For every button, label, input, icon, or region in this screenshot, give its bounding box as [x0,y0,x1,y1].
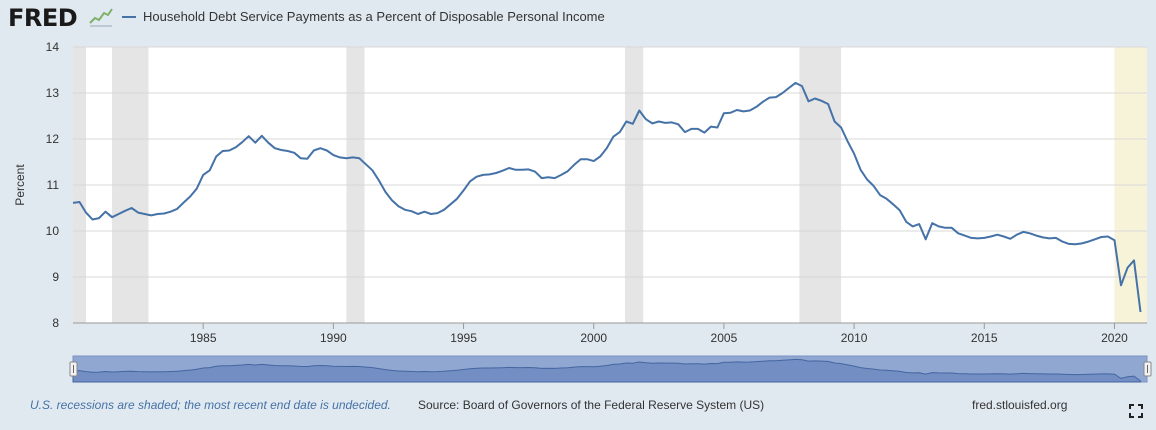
x-tick-label: 1995 [450,331,477,345]
range-navigator[interactable] [69,355,1152,383]
source-credit: Source: Board of Governors of the Federa… [418,398,765,412]
y-tick-label: 8 [52,316,59,330]
y-tick-label: 10 [46,224,60,238]
legend-label: Household Debt Service Payments as a Per… [143,9,605,24]
fred-chart-icon [88,6,114,28]
x-tick-label: 2000 [580,331,607,345]
x-tick-label: 2020 [1101,331,1128,345]
y-tick-label: 14 [46,40,60,54]
x-tick-label: 2005 [711,331,738,345]
legend-swatch [122,16,136,18]
y-tick-label: 13 [46,86,60,100]
recession-note: U.S. recessions are shaded; the most rec… [30,398,391,412]
navigator-series [72,358,1141,383]
y-tick-label: 12 [46,132,60,146]
chart-header: FRED Household Debt Service Payments as … [0,0,1156,36]
x-tick-label: 1985 [190,331,217,345]
site-link[interactable]: fred.stlouisfed.org [972,398,1068,412]
x-axis-ticks: 1985 1990 1995 2000 2005 2010 2015 2020 [190,323,1128,345]
x-tick-label: 2010 [841,331,868,345]
y-tick-label: 9 [52,270,59,284]
fullscreen-icon[interactable] [1129,404,1143,418]
x-tick-label: 1990 [320,331,347,345]
x-tick-label: 2015 [971,331,998,345]
y-axis-label: Percent [13,164,27,206]
series-line [72,81,1142,313]
y-tick-label: 11 [47,178,60,192]
y-axis-ticks: 8 9 10 11 12 13 14 [46,40,60,330]
fred-logo[interactable]: FRED [8,4,78,32]
